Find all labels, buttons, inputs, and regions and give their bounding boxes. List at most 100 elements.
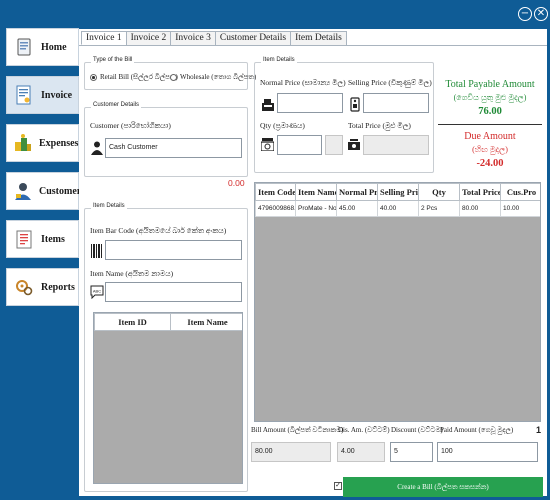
create-bill-button[interactable]: Create a Bill (බිල්පත සකසන්න)	[343, 477, 543, 497]
nav-label-customers: Customers	[39, 185, 86, 197]
invoice-icon	[13, 84, 35, 106]
total-price-field	[363, 135, 429, 155]
paid-amount-input[interactable]: 100	[437, 442, 538, 462]
customer-details-group: Customer Details Customer (පාරිභෝගිකයා) …	[84, 102, 248, 177]
title-bar: − ✕	[0, 0, 550, 28]
reports-icon	[13, 276, 35, 298]
paid-amount-label: Paid Amount (ගෙවූ මුදල)	[440, 426, 514, 434]
totals-divider	[438, 124, 542, 125]
item-pricing-group: Item Details Normal Price (සාමාන්‍ය මිල)…	[254, 57, 434, 173]
dis-amount-field: 4.00	[337, 442, 385, 462]
col-item-name[interactable]: Item Name	[170, 313, 242, 331]
radio-dot-wholesale	[170, 74, 177, 81]
item-name-label: Item Name (අයිතම නාමය)	[90, 269, 174, 278]
nav-item-customers[interactable]: Customers	[6, 172, 85, 210]
qty-label: Qty (ප්‍රමාණය)	[260, 121, 305, 130]
payable-label: Total Payable Amount	[445, 79, 535, 90]
table-cell: 80.00	[459, 200, 501, 217]
item-search-grid: Item ID Item Name	[93, 312, 243, 484]
items-icon	[13, 228, 35, 250]
close-button[interactable]: ✕	[534, 7, 548, 21]
nav-label-items: Items	[41, 233, 65, 245]
wholesale-radio[interactable]: Wholesale (තොග බිල්පත)	[170, 73, 256, 82]
bill-amount-label: Bill Amount (බිල්පත් වටිනාකම)	[251, 426, 344, 434]
qty-unit-field	[325, 135, 343, 155]
money-icon	[348, 139, 360, 151]
abc-speech-icon: ABC	[90, 285, 104, 300]
tab-item-details[interactable]: Item Details	[290, 31, 347, 45]
home-icon	[13, 36, 35, 58]
dis-amount-label: Dis. Am. (වට්ටම්)	[338, 426, 390, 434]
totals-box: Total Payable Amount (ගෙවිය යුතු මුළු මු…	[437, 74, 543, 200]
nav-item-reports[interactable]: Reports	[6, 268, 79, 306]
item-count: 1	[536, 425, 542, 435]
person-icon	[91, 141, 103, 155]
discount-input[interactable]: 5	[390, 442, 433, 462]
cash-register-icon	[262, 99, 274, 111]
table-cell: ProMate - Not...	[295, 200, 337, 217]
selling-price-label: Selling Price (විකුණුම් මිල)	[348, 78, 432, 87]
selling-price-input[interactable]	[363, 93, 429, 113]
item-search-title: Item Details	[91, 203, 127, 209]
qty-input[interactable]	[277, 135, 322, 155]
invoice-tabs: Invoice 1 Invoice 2 Invoice 3 Customer D…	[81, 31, 347, 45]
customers-icon	[13, 180, 33, 202]
bill-amount-field: 80.00	[251, 442, 331, 462]
normal-price-input[interactable]	[277, 93, 343, 113]
price-tag-icon	[350, 96, 362, 112]
tab-invoice-3[interactable]: Invoice 3	[170, 31, 216, 45]
customer-details-title: Customer Details	[91, 102, 142, 108]
nav-label-expenses: Expenses	[39, 137, 79, 149]
bill-col-header[interactable]: Selling Pri...	[377, 183, 419, 201]
bill-type-group: Type of the Bill Retail Bill (සිල්ලර බිල…	[84, 57, 256, 90]
nav-item-invoice[interactable]: Invoice	[6, 76, 79, 114]
nav-label-reports: Reports	[41, 281, 75, 293]
due-label: Due Amount	[464, 131, 516, 142]
retail-bill-radio[interactable]: Retail Bill (සිල්ලර බිල්පත)	[90, 73, 178, 82]
payable-sublabel: (ගෙවිය යුතු මුළු මුදල)	[453, 93, 527, 102]
table-cell: 45.00	[336, 200, 378, 217]
item-name-input[interactable]	[105, 282, 242, 302]
tab-invoice-2[interactable]: Invoice 2	[125, 31, 172, 45]
nav-item-home[interactable]: Home	[6, 28, 79, 66]
col-item-id[interactable]: Item ID	[94, 313, 171, 331]
tab-invoice-1[interactable]: Invoice 1	[81, 31, 127, 45]
sidebar: Home Invoice Expenses Customers Items	[3, 28, 85, 496]
customer-balance: 0.00	[228, 178, 245, 188]
nav-item-expenses[interactable]: Expenses	[6, 124, 79, 162]
nav-item-items[interactable]: Items	[6, 220, 79, 258]
table-cell: 10.00	[500, 200, 540, 217]
nav-label-invoice: Invoice	[41, 89, 73, 101]
item-search-group: Item Details Item Bar Code (අයිතමයේ බාර්…	[84, 203, 248, 492]
radio-dot-retail	[90, 74, 97, 81]
main-panel: Invoice 1 Invoice 2 Invoice 3 Customer D…	[79, 29, 547, 497]
nav-label-home: Home	[41, 41, 67, 53]
tab-customer-details[interactable]: Customer Details	[214, 31, 292, 45]
bill-col-header[interactable]: Item Code	[255, 183, 296, 201]
normal-price-label: Normal Price (සාමාන්‍ය මිල)	[260, 78, 346, 87]
retail-bill-label: Retail Bill (සිල්ලර බිල්පත)	[100, 73, 178, 81]
minimize-button[interactable]: −	[518, 7, 532, 21]
due-sublabel: (හිඟ මුදල)	[472, 145, 508, 154]
due-value: -24.00	[476, 158, 504, 169]
customer-input[interactable]: Cash Customer	[105, 138, 242, 158]
barcode-label: Item Bar Code (අයිතමයේ බාර් කේත අංකය)	[90, 226, 227, 235]
barcode-icon	[91, 244, 103, 258]
bill-col-header[interactable]: Item Name	[295, 183, 337, 201]
bill-col-header[interactable]: Qty	[418, 183, 460, 201]
table-cell: 40.00	[377, 200, 419, 217]
scale-icon	[260, 137, 275, 152]
bill-col-header[interactable]: Normal Pr...	[336, 183, 378, 201]
svg-text:ABC: ABC	[93, 289, 101, 294]
table-row[interactable]: 4796009868...ProMate - Not...45.0040.002…	[255, 200, 540, 217]
discount-label: Discount (වට්ටම)	[391, 426, 443, 434]
total-price-label: Total Price (මුළු මිල)	[348, 121, 411, 130]
barcode-input[interactable]	[105, 240, 242, 260]
payable-value: 76.00	[478, 106, 502, 117]
bill-col-header[interactable]: Cus.Pro	[500, 183, 540, 201]
expenses-icon	[13, 132, 33, 154]
bill-col-header[interactable]: Total Price	[459, 183, 501, 201]
print-checkbox[interactable]: ✓	[334, 482, 342, 490]
